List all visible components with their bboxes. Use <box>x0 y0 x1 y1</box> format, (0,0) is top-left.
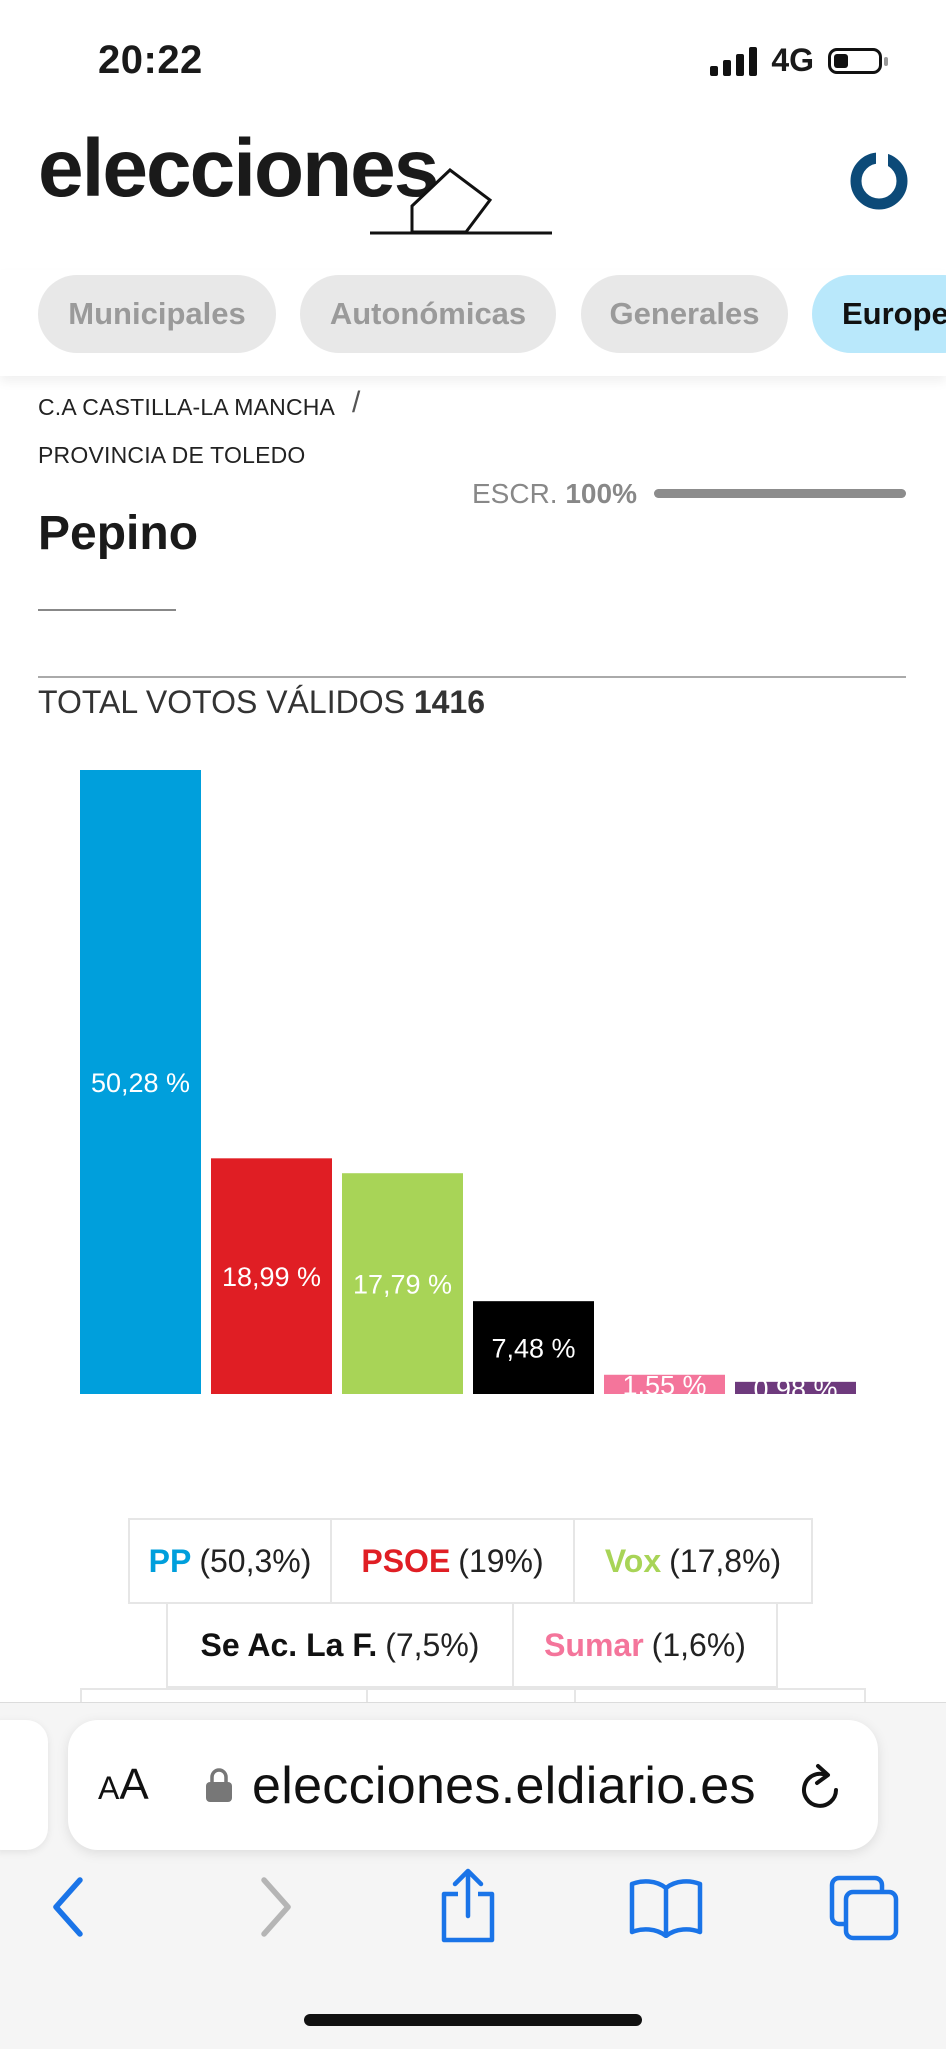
bar-label-pp: 50,28 % <box>91 1068 190 1098</box>
bar-sumar[interactable] <box>604 1374 725 1394</box>
legend-party-name: Vox <box>604 1542 662 1579</box>
title-divider <box>38 609 176 611</box>
brand-logo[interactable]: elecciones <box>38 123 439 214</box>
signal-icon <box>710 46 758 76</box>
tabs-icon[interactable] <box>828 1874 900 1942</box>
address-bar[interactable] <box>68 1720 878 1850</box>
tab-generales[interactable]: Generales <box>581 275 788 353</box>
text-size-button[interactable]: AA <box>98 1760 149 1810</box>
legend-party-pct: (19%) <box>458 1542 544 1579</box>
scrutiny-label-text: ESCR. <box>472 478 558 509</box>
bar-label-vox: 17,79 % <box>353 1270 452 1300</box>
legend-party-name: PSOE <box>361 1542 451 1579</box>
legend-party-pct: (7,5%) <box>385 1626 480 1663</box>
tab-municipales[interactable]: Municipales <box>38 275 276 353</box>
home-indicator[interactable] <box>304 2014 642 2026</box>
section-divider <box>38 676 906 678</box>
bar-label-psoe: 18,99 % <box>222 1262 321 1292</box>
bar-pp[interactable] <box>80 770 201 1394</box>
legend-party-pct: (17,8%) <box>669 1542 782 1579</box>
text-size-small-glyph: A <box>98 1770 120 1806</box>
bar-vox[interactable] <box>342 1173 463 1394</box>
page-title: Pepino <box>38 507 199 560</box>
bar-label-se-ac-la-f: 7,48 % <box>491 1334 575 1364</box>
forward-icon[interactable] <box>252 1876 296 1938</box>
ballot-box-icon <box>370 168 552 235</box>
bar-label-other: 0,98 % <box>753 1374 837 1400</box>
breadcrumb-province[interactable]: PROVINCIA DE TOLEDO <box>38 442 306 468</box>
legend-item-pp[interactable]: PP (50,3%) <box>128 1518 332 1604</box>
bar-label-sumar: 1,55 % <box>622 1370 706 1400</box>
legend-row-1: PP (50,3%) PSOE (19%) Vox (17,8%) <box>128 1518 813 1604</box>
lock-icon <box>206 1768 232 1802</box>
legend-row-2: Se Ac. La F. (7,5%) Sumar (1,6%) <box>166 1602 778 1688</box>
bar-psoe[interactable] <box>211 1158 332 1394</box>
battery-icon <box>828 47 888 74</box>
scrutiny-progress-fill <box>654 489 906 498</box>
eldiario-logo-icon[interactable] <box>850 150 908 210</box>
back-icon[interactable] <box>48 1876 92 1938</box>
legend-party-name: Sumar <box>544 1626 644 1663</box>
status-time: 20:22 <box>98 38 203 82</box>
network-type: 4G <box>771 42 814 78</box>
total-label: TOTAL VOTOS VÁLIDOS <box>38 684 405 720</box>
legend-party-name: PP <box>148 1542 192 1579</box>
legend-item-psoe[interactable]: PSOE (19%) <box>330 1518 575 1604</box>
tab-autonomicas[interactable]: Autonómicas <box>300 275 556 353</box>
breadcrumb-separator: / <box>352 386 361 419</box>
tab-europeas[interactable]: Europe <box>812 275 946 353</box>
legend-item-sumar[interactable]: Sumar (1,6%) <box>512 1602 778 1688</box>
bar-se-ac-la-f[interactable] <box>473 1301 594 1394</box>
legend-item-vox[interactable]: Vox (17,8%) <box>573 1518 813 1604</box>
reload-icon[interactable] <box>796 1760 846 1816</box>
legend-party-pct: (50,3%) <box>199 1542 312 1579</box>
results-bar-chart: 50,28 % 18,99 % 17,79 % 7,48 % 1,55 % 0,98 % <box>0 760 946 1400</box>
scrutiny-progress-bar <box>654 489 906 498</box>
scrutiny-label: ESCR. 100% <box>472 478 637 510</box>
legend-row-3 <box>80 1688 866 1710</box>
status-indicators: 4G <box>710 42 888 79</box>
text-size-large-glyph: A <box>119 1760 149 1809</box>
total-valid-votes: TOTAL VOTOS VÁLIDOS 1416 <box>38 684 485 721</box>
breadcrumb-region[interactable]: C.A CASTILLA-LA MANCHA <box>38 394 336 420</box>
legend-item-se-ac-la-f[interactable]: Se Ac. La F. (7,5%) <box>166 1602 514 1688</box>
bookmarks-icon[interactable] <box>628 1878 704 1938</box>
results-bar-chart-svg: 50,28 % 18,99 % 17,79 % 7,48 % 1,55 % 0,98 % <box>80 770 856 1400</box>
previous-tab-preview[interactable] <box>0 1720 48 1850</box>
scrutiny-value: 100% <box>565 478 637 509</box>
share-icon[interactable] <box>438 1868 498 1944</box>
total-value: 1416 <box>413 684 485 720</box>
legend-party-pct: (1,6%) <box>651 1626 746 1663</box>
bar-other[interactable] <box>735 1381 856 1394</box>
url-text[interactable]: elecciones.eldiario.es <box>252 1757 756 1815</box>
legend-party-name: Se Ac. La F. <box>200 1626 378 1663</box>
